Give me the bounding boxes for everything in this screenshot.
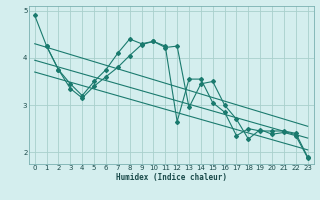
X-axis label: Humidex (Indice chaleur): Humidex (Indice chaleur) xyxy=(116,173,227,182)
